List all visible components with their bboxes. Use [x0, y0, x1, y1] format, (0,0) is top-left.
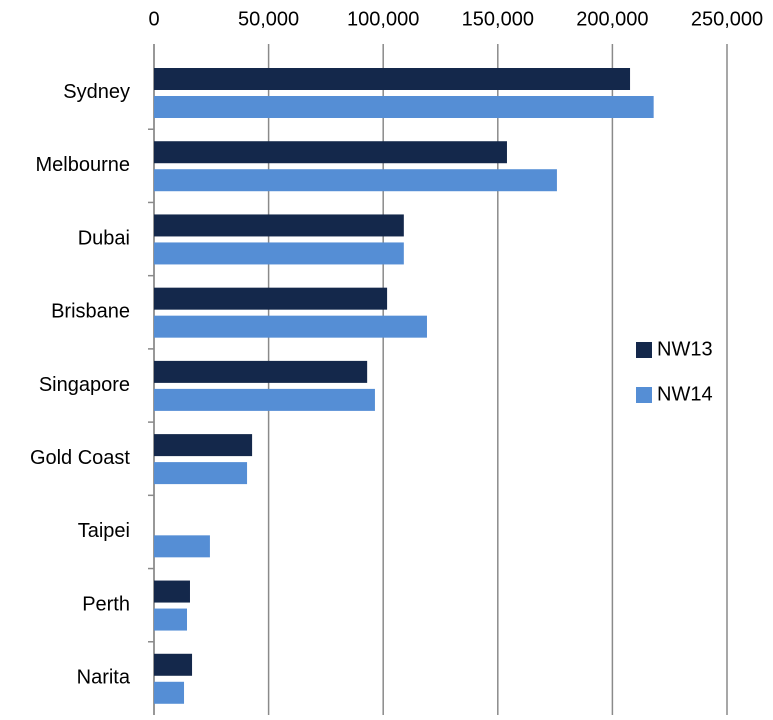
y-tick-label: Brisbane	[51, 301, 130, 323]
y-tick-label: Sydney	[63, 81, 130, 103]
bar	[154, 681, 185, 704]
y-tick-label: Dubai	[78, 227, 130, 249]
bar	[154, 388, 375, 411]
x-tick-label: 50,000	[238, 8, 299, 30]
legend-label: NW14	[657, 383, 713, 405]
bar	[154, 141, 507, 164]
legend-label: NW13	[657, 338, 713, 360]
y-tick-label: Narita	[77, 667, 131, 689]
x-tick-label: 100,000	[347, 8, 419, 30]
bar	[154, 434, 253, 457]
y-tick-label: Taipei	[78, 520, 130, 542]
bar	[154, 96, 654, 118]
y-tick-label: Singapore	[39, 374, 130, 396]
bar	[154, 214, 404, 237]
x-tick-label: 0	[148, 8, 159, 30]
bar	[154, 580, 190, 603]
bar	[154, 315, 427, 338]
bar	[154, 462, 248, 485]
bar	[154, 169, 557, 192]
x-tick-label: 200,000	[576, 8, 648, 30]
bar	[154, 287, 388, 310]
x-tick-label: 250,000	[691, 8, 763, 30]
y-tick-label: Perth	[82, 593, 130, 615]
legend-swatch	[636, 387, 652, 403]
bar	[154, 360, 368, 383]
legend-swatch	[636, 342, 652, 358]
x-tick-label: 150,000	[462, 8, 534, 30]
bar	[154, 242, 404, 265]
bar	[154, 608, 188, 631]
y-tick-label: Melbourne	[35, 154, 130, 176]
bar	[154, 535, 210, 558]
bar	[154, 653, 193, 676]
bar	[154, 68, 631, 90]
y-tick-label: Gold Coast	[30, 447, 130, 469]
